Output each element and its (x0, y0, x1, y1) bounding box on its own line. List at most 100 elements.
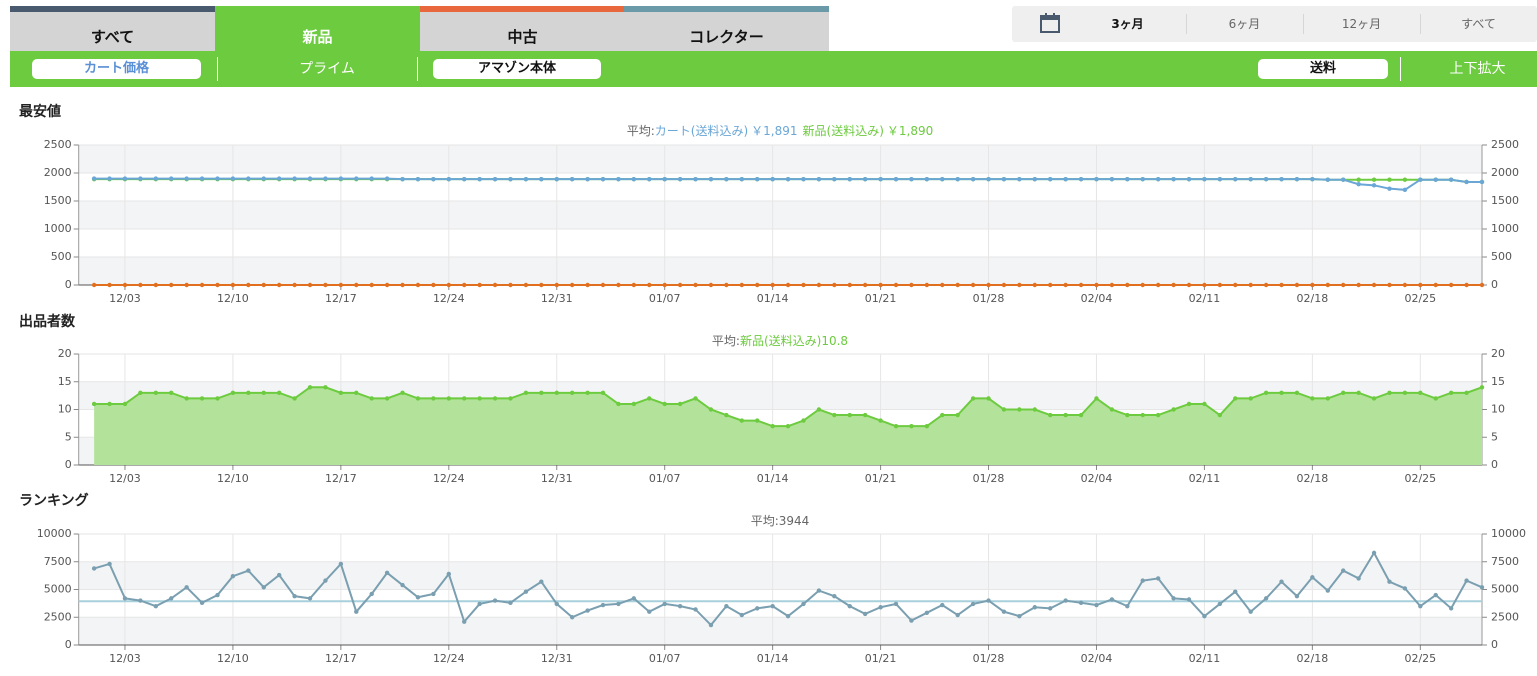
x-tick-label: 12/24 (433, 292, 465, 305)
separator (217, 57, 218, 81)
x-tick-label: 12/03 (109, 292, 141, 305)
filter-button[interactable]: 送料 (1258, 59, 1388, 79)
point (878, 176, 883, 182)
point (1155, 176, 1161, 182)
tab[interactable]: 中古 (420, 6, 625, 51)
point (1310, 396, 1315, 401)
point (431, 282, 436, 288)
point (91, 401, 97, 407)
point (539, 176, 544, 182)
point (122, 596, 128, 601)
y2-tick-label: 20 (1491, 347, 1505, 360)
point (832, 176, 837, 182)
x-tick-label: 02/18 (1297, 472, 1329, 485)
point (477, 396, 482, 401)
point (569, 615, 575, 620)
point (1341, 177, 1346, 182)
point (693, 396, 698, 401)
point (616, 176, 621, 182)
point (1402, 187, 1408, 192)
period-option[interactable]: すべて (1461, 17, 1496, 31)
point (1371, 282, 1377, 288)
point (230, 390, 236, 396)
tab[interactable]: コレクター (624, 6, 829, 51)
point (169, 282, 174, 288)
point (1448, 606, 1454, 611)
point (354, 282, 359, 288)
period-option[interactable]: 12ヶ月 (1341, 17, 1382, 31)
point (1387, 390, 1392, 396)
point (1063, 598, 1068, 603)
point (369, 591, 374, 597)
point (1202, 282, 1207, 288)
point (138, 390, 143, 396)
point (1248, 176, 1253, 182)
point (739, 612, 744, 618)
y2-tick-label: 5 (1491, 430, 1498, 443)
point (307, 282, 313, 288)
point (1109, 282, 1115, 288)
point (1094, 602, 1099, 608)
point (1032, 605, 1037, 610)
tab[interactable]: すべて (10, 6, 215, 51)
point (739, 282, 744, 288)
point (1418, 603, 1423, 609)
point (924, 610, 930, 616)
point (924, 282, 930, 288)
grid-band (78, 561, 1483, 590)
point (199, 176, 205, 181)
point (970, 176, 976, 182)
point (816, 588, 822, 593)
point (462, 396, 467, 401)
point (1356, 282, 1361, 288)
y-tick-label: 15 (58, 375, 72, 388)
point (246, 176, 251, 181)
filter-button[interactable]: アマゾン本体 (433, 59, 601, 79)
point (369, 282, 374, 288)
period-option[interactable]: 3ヶ月 (1111, 17, 1144, 31)
point (1140, 578, 1145, 583)
point (1387, 177, 1392, 182)
point (1063, 282, 1068, 288)
point (569, 390, 575, 396)
point (708, 282, 714, 288)
point (970, 601, 976, 607)
point (724, 176, 729, 182)
separator (1400, 57, 1401, 81)
point (153, 176, 159, 181)
filter-button[interactable]: プライム (299, 61, 355, 77)
x-tick-label: 01/14 (757, 292, 789, 305)
point (986, 598, 991, 603)
point (1263, 596, 1269, 601)
point (1217, 412, 1223, 418)
tab-active[interactable]: 新品 (215, 6, 420, 51)
point (1155, 412, 1161, 418)
point (1155, 282, 1161, 288)
point (400, 282, 405, 288)
point (770, 423, 775, 429)
point (1325, 396, 1330, 401)
point (1433, 592, 1438, 598)
filter-button[interactable]: カート価格 (32, 59, 201, 79)
point (647, 176, 652, 182)
point (1402, 282, 1408, 288)
point (1048, 606, 1053, 611)
point (1171, 596, 1176, 601)
y2-tick-label: 2000 (1491, 166, 1519, 179)
point (338, 176, 344, 181)
point (1464, 282, 1469, 288)
point (1433, 177, 1438, 182)
point (1094, 396, 1099, 401)
point (1418, 390, 1423, 396)
x-tick-label: 01/07 (649, 652, 681, 665)
point (616, 401, 621, 407)
point (415, 176, 421, 182)
point (1310, 575, 1315, 580)
period-option[interactable]: 6ヶ月 (1228, 17, 1261, 31)
point (415, 282, 421, 288)
y2-tick-label: 0 (1491, 458, 1498, 471)
filter-button[interactable]: 上下拡大 (1449, 61, 1506, 77)
point (1217, 601, 1223, 607)
x-tick-label: 01/28 (973, 292, 1005, 305)
point (1279, 176, 1284, 182)
